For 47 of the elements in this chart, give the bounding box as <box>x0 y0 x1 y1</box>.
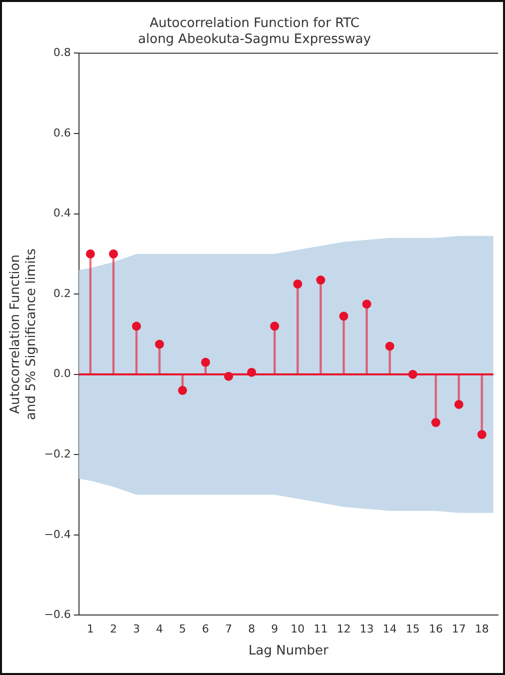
y-tick-label: 0.0 <box>53 367 71 380</box>
x-axis-title: Lag Number <box>248 644 330 659</box>
x-tick-label: 8 <box>248 622 256 636</box>
point <box>477 430 486 440</box>
point <box>362 300 372 309</box>
point <box>431 418 440 428</box>
point <box>108 249 118 258</box>
point <box>385 342 394 351</box>
point <box>86 249 95 258</box>
y-tick-label: −0.2 <box>44 447 71 460</box>
x-tick-label: 11 <box>314 622 328 636</box>
point <box>132 322 141 331</box>
point <box>155 340 164 349</box>
point <box>178 386 188 395</box>
x-tick-label: 14 <box>382 622 397 636</box>
point <box>316 276 326 285</box>
point <box>224 372 234 381</box>
y-tick-label: −0.6 <box>44 608 71 622</box>
x-tick-label: 18 <box>474 622 489 636</box>
y-axis-title: Autocorrelation Function and 5% Significance limits <box>8 248 39 420</box>
chart-title: Autocorrelation Function for RTC along Abeokuta-Sagmu Expressway <box>138 16 372 47</box>
x-tick-label: 17 <box>452 622 466 636</box>
y-tick-label: 0.2 <box>53 286 71 300</box>
y-tick-label: −0.4 <box>44 528 71 541</box>
x-tick-label: 16 <box>428 622 443 636</box>
x-tick-label: 5 <box>179 622 186 636</box>
point <box>293 280 302 289</box>
x-tick-label: 13 <box>360 622 374 636</box>
point <box>247 368 256 377</box>
x-tick-label: 10 <box>290 622 305 636</box>
point <box>339 312 348 321</box>
y-tick-label: 0.4 <box>53 206 71 220</box>
point <box>201 358 210 367</box>
x-tick-label: 2 <box>110 622 117 636</box>
x-tick-label: 6 <box>202 622 210 636</box>
x-tick-label: 9 <box>271 622 278 636</box>
x-tick-label: 15 <box>406 622 420 636</box>
point <box>454 400 464 409</box>
x-tick-label: 12 <box>336 622 351 636</box>
point <box>270 322 280 331</box>
point <box>408 370 418 379</box>
y-tick-label: 0.6 <box>53 126 71 140</box>
x-tick-label: 1 <box>86 622 94 636</box>
x-tick-label: 4 <box>156 622 164 636</box>
x-tick-label: 7 <box>225 622 232 636</box>
y-tick-label: 0.8 <box>53 46 71 60</box>
x-tick-label: 3 <box>132 622 140 636</box>
